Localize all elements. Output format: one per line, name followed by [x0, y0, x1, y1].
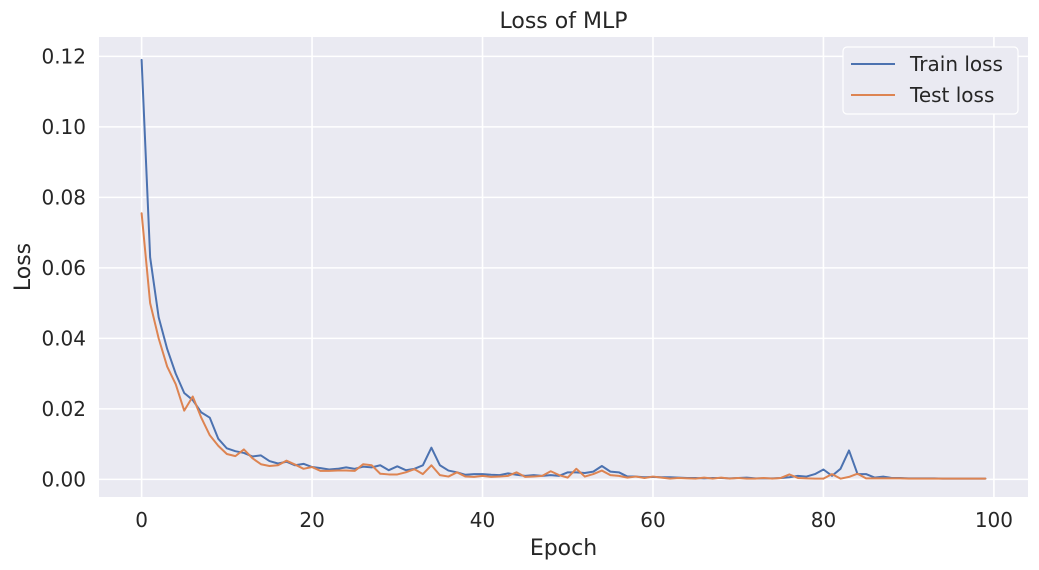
y-axis-label: Loss: [11, 243, 36, 291]
series-lines: [140, 58, 987, 480]
legend-test-label: Test loss: [909, 83, 994, 107]
x-tick-label: 20: [299, 508, 324, 532]
x-tick-label: 80: [811, 508, 836, 532]
y-tick-label: 0.10: [41, 115, 86, 139]
legend: Train loss Test loss: [842, 46, 1019, 115]
x-tick-label: 40: [470, 508, 495, 532]
y-axis-ticks: 0.00 0.02 0.04 0.06 0.08 0.10 0.12: [41, 44, 86, 491]
test-loss-line: [140, 212, 987, 480]
y-tick-label: 0.06: [41, 256, 86, 280]
y-tick-label: 0.02: [41, 397, 86, 421]
x-tick-label: 60: [640, 508, 665, 532]
y-tick-label: 0.00: [41, 467, 86, 491]
x-axis-label: Epoch: [530, 536, 597, 561]
x-axis-ticks: 0 20 40 60 80 100: [135, 508, 1013, 532]
legend-train-label: Train loss: [909, 52, 1003, 76]
x-tick-label: 100: [975, 508, 1013, 532]
y-tick-label: 0.04: [41, 326, 86, 350]
grid: [99, 37, 1028, 497]
chart-title: Loss of MLP: [500, 9, 628, 34]
y-tick-label: 0.08: [41, 185, 86, 209]
x-tick-label: 0: [135, 508, 148, 532]
y-tick-label: 0.12: [41, 44, 86, 68]
